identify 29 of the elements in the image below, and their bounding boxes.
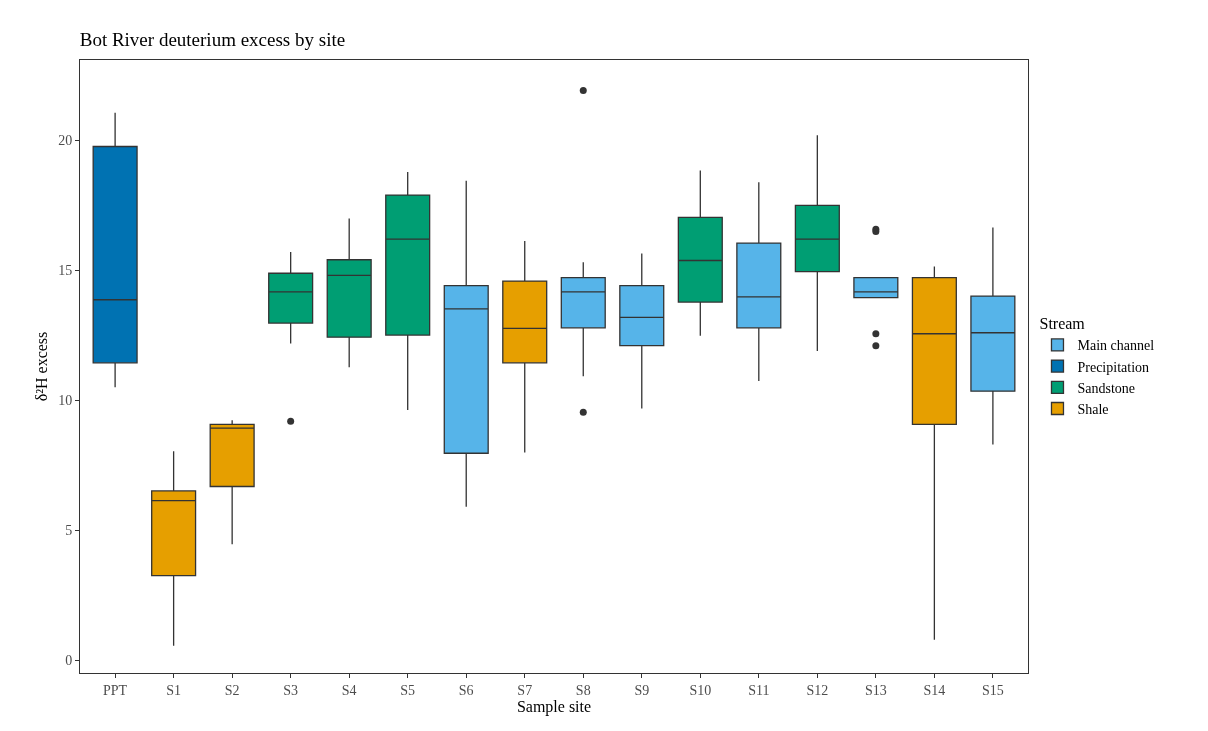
x-tick-label: S7 [517,682,533,698]
x-axis-title: Sample site [516,698,592,717]
x-tick-label: S8 [575,682,591,698]
x-tick-label: S4 [341,682,357,698]
x-tick-label: S13 [864,682,887,698]
x-tick-label: S6 [458,682,474,698]
x-tick-label: S5 [400,682,416,698]
legend-label: Shale [1077,401,1109,417]
y-tick-label: 10 [58,393,73,409]
x-tick-label: S9 [634,682,650,698]
x-tick-label: S14 [923,682,946,698]
x-tick-label: PPT [103,682,128,698]
legend-title: Stream [1039,315,1086,333]
x-tick-label: S1 [166,682,182,698]
legend-label: Main channel [1077,338,1155,354]
legend-label: Sandstone [1077,380,1136,396]
y-tick-label: 15 [58,263,73,279]
y-tick-label: 0 [65,652,73,668]
x-tick-label: S3 [283,682,299,698]
x-tick-label: S11 [748,682,770,698]
y-tick-label: 5 [65,523,73,539]
x-tick-label: S12 [806,682,829,698]
x-tick-label: S2 [224,682,240,698]
legend-label: Precipitation [1077,359,1150,375]
x-tick-label: S15 [981,682,1004,698]
x-tick-label: S10 [689,682,712,698]
y-tick-label: 20 [58,133,73,149]
y-axis-title: δ²H excess [33,331,51,402]
chart-title: Bot River deuterium excess by site [79,29,346,51]
